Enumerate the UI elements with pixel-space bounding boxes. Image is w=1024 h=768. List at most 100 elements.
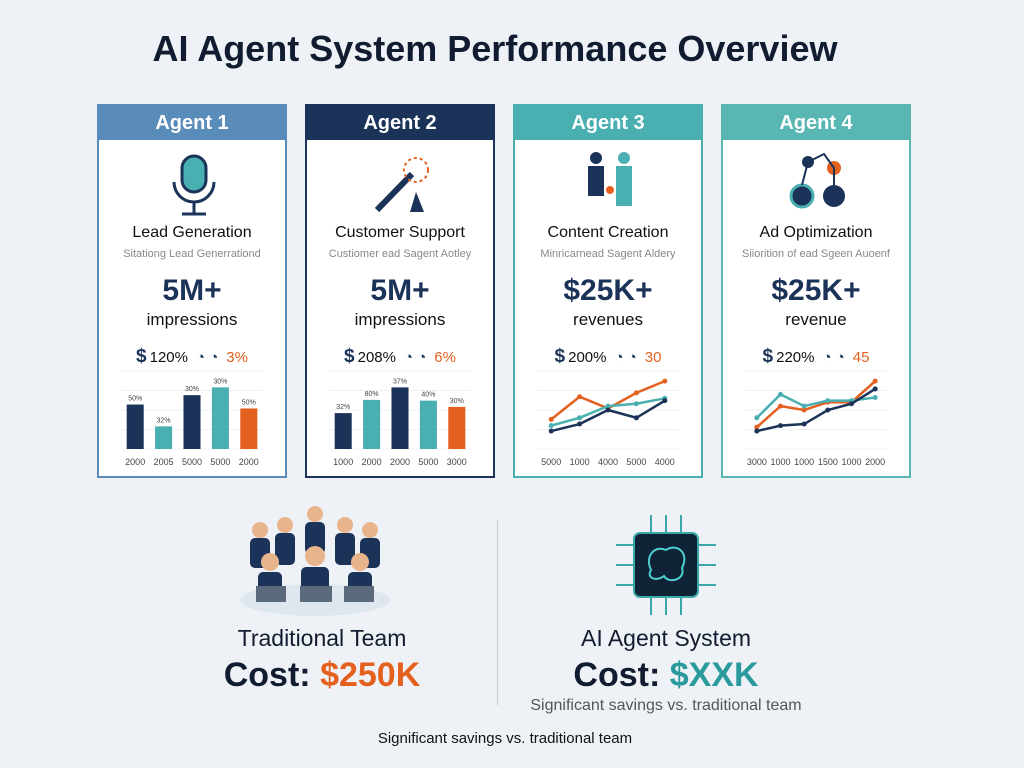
card-subtitle: Sitationg Lead Generrationd [123, 248, 261, 260]
stat-icons: ◔ ◔ [614, 349, 637, 366]
point [801, 407, 807, 413]
rate: 6% [434, 349, 456, 366]
currency: $ [554, 346, 566, 367]
growth: 220% [776, 349, 815, 366]
bar [419, 400, 437, 449]
point [605, 403, 611, 409]
rate: 30 [644, 349, 662, 366]
x-tick-label: 4000 [598, 457, 618, 467]
card-header: Agent 1 [99, 106, 285, 140]
bar-label: 40% [421, 392, 435, 399]
bar [240, 408, 258, 449]
x-tick-label: 4000 [655, 457, 675, 467]
x-tick-label: 5000 [626, 457, 646, 467]
x-tick-label: 1000 [841, 457, 861, 467]
x-tick-label: 3000 [447, 457, 467, 467]
bar-label: 37% [393, 378, 407, 385]
point [633, 390, 639, 396]
line [550, 379, 666, 421]
rate: 3% [226, 349, 248, 366]
point [849, 401, 854, 407]
bar-label: 32% [336, 404, 350, 411]
mini-chart: 3000 1000 1000 1500 1000 2000 [745, 370, 887, 467]
card-unit: revenue [785, 310, 847, 329]
ai-note: Significant savings vs. traditional team [530, 697, 802, 714]
agent-card: Agent 3 Content Creation Minricarnead Sage… [513, 104, 703, 478]
bar [155, 426, 173, 449]
card-subtitle: Custiomer ead Sagent Aotley [328, 248, 472, 260]
point [778, 423, 783, 429]
bar-label: 80% [365, 391, 379, 398]
mini-chart: 2000 2005 5000 5000 2000 50% 32% 30% 30% 50% [121, 370, 263, 467]
card-icon [789, 152, 845, 209]
team-label: Traditional Team [237, 625, 407, 651]
x-tick-label: 2000 [125, 457, 145, 467]
card-stats: $208% ◔ ◔ 6% [307, 346, 493, 368]
ai-label: AI Agent System [580, 625, 752, 651]
mini-chart: 5000 1000 4000 5000 4000 [537, 370, 679, 467]
x-tick-label: 2000 [390, 457, 410, 467]
growth: 120% [149, 349, 188, 366]
card-metric: 5M+ [370, 274, 430, 307]
point [577, 415, 583, 421]
point [872, 395, 878, 401]
point [872, 386, 878, 392]
card-header: Agent 2 [307, 106, 493, 140]
card-title: Content Creation [547, 224, 669, 241]
line [756, 387, 876, 433]
card-unit: impressions [146, 310, 238, 329]
point [633, 415, 639, 421]
card-header: Agent 3 [515, 106, 701, 140]
stat-icons: ◔ ◔ [403, 349, 427, 366]
bar-label: 32% [157, 417, 171, 424]
bar-label: 30% [213, 378, 227, 385]
ai-cost: $XXK [669, 656, 759, 694]
card-metric: 5M+ [162, 274, 222, 307]
x-tick-label: 5000 [182, 457, 202, 467]
stat-icons: ◔ ◔ [195, 349, 219, 366]
x-tick-label: 5000 [210, 457, 230, 467]
point [662, 398, 668, 404]
x-tick-label: 5000 [418, 457, 438, 467]
point [577, 421, 583, 427]
point [872, 378, 878, 384]
point [801, 403, 807, 409]
card-icon [374, 157, 429, 213]
point [548, 423, 554, 429]
growth: 208% [357, 349, 396, 366]
card-subtitle: Siiorition of ead Sgeen Auoenf [741, 248, 890, 260]
agent-card: Agent 4 Ad Optimization Siiorition of ead … [721, 104, 911, 478]
agent-card: Agent 2 Customer Support Custiomer ead Sag… [305, 104, 495, 478]
growth: 200% [568, 349, 607, 366]
point [605, 407, 611, 413]
x-tick-label: 1000 [770, 457, 790, 467]
card-stats: $220% ◔ ◔ 45 [723, 346, 909, 368]
x-tick-label: 1000 [333, 457, 353, 467]
cost-label: Cost: [573, 656, 661, 694]
bar-label: 30% [450, 398, 464, 405]
cost-label: Cost: [223, 656, 311, 694]
card-title: Customer Support [335, 224, 465, 241]
point [633, 401, 639, 407]
card-icon [172, 154, 216, 216]
ai-cost-line: Cost: $XXK [516, 656, 816, 695]
card-metric: $25K+ [563, 274, 653, 307]
point [577, 394, 583, 400]
currency: $ [136, 346, 147, 367]
card-unit: impressions [354, 310, 446, 329]
bar [363, 399, 381, 449]
card-title: Lead Generation [132, 224, 252, 241]
point [825, 398, 831, 404]
x-tick-label: 2000 [865, 457, 885, 467]
ai-chip-icon [616, 515, 716, 615]
bar [448, 406, 466, 449]
card-header: Agent 4 [723, 106, 909, 140]
card-icon [588, 152, 632, 206]
bar-label: 30% [185, 386, 199, 393]
x-tick-label: 1000 [794, 457, 814, 467]
mini-chart: 1000 2000 2000 5000 3000 32% 80% 37% 40% 30% [329, 370, 471, 467]
card-unit: revenues [573, 310, 643, 329]
point [754, 424, 760, 430]
card-subtitle: Minricarnead Sagent Aldery [540, 248, 676, 260]
